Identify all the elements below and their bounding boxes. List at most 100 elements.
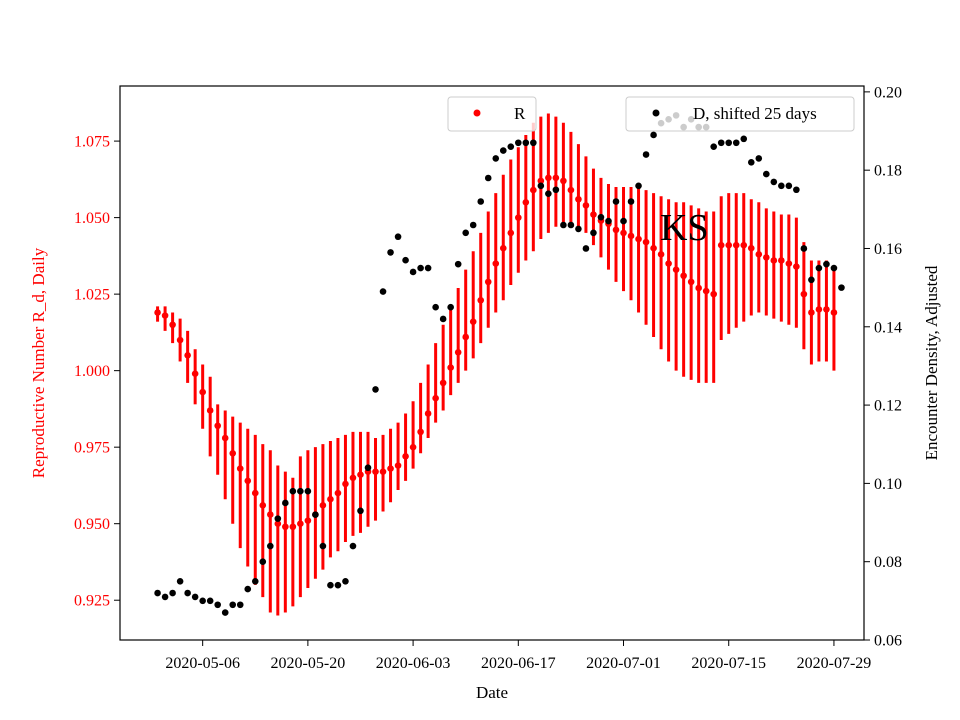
d-point bbox=[327, 581, 334, 589]
y-left-tick-label: 0.950 bbox=[74, 516, 110, 533]
r-point bbox=[154, 309, 161, 316]
r-point bbox=[304, 517, 312, 524]
d-point bbox=[590, 229, 597, 237]
r-point bbox=[582, 202, 590, 209]
r-point bbox=[297, 520, 304, 527]
r-point bbox=[379, 468, 387, 475]
r-point bbox=[793, 263, 800, 270]
d-point bbox=[357, 507, 364, 515]
r-point bbox=[319, 502, 327, 509]
d-point bbox=[747, 159, 755, 166]
r-point bbox=[755, 251, 763, 258]
d-point bbox=[605, 217, 612, 225]
r-point bbox=[695, 284, 702, 292]
r-point bbox=[176, 336, 184, 344]
d-point bbox=[282, 499, 289, 507]
y-right-tick-label: 0.20 bbox=[874, 84, 902, 101]
r-point bbox=[477, 296, 485, 304]
d-point bbox=[364, 464, 372, 472]
d-point bbox=[259, 558, 267, 565]
y-left-tick-label: 1.050 bbox=[74, 210, 110, 227]
x-axis-label: Date bbox=[476, 683, 508, 702]
r-point bbox=[567, 186, 575, 194]
r-point bbox=[282, 523, 289, 531]
plot-area bbox=[154, 112, 845, 616]
r-point bbox=[732, 241, 740, 249]
r-point bbox=[229, 449, 237, 457]
d-point bbox=[417, 264, 424, 272]
y-left-tick-label: 0.975 bbox=[74, 440, 110, 457]
r-point bbox=[747, 244, 755, 252]
d-point bbox=[349, 542, 357, 550]
d-point bbox=[537, 182, 545, 190]
r-point bbox=[184, 352, 191, 359]
r-point bbox=[612, 226, 620, 234]
r-point bbox=[552, 174, 560, 182]
d-point bbox=[545, 190, 552, 197]
d-point bbox=[379, 288, 387, 295]
r-point bbox=[770, 257, 778, 264]
legend-r: R bbox=[447, 96, 537, 132]
x-tick-label: 2020-06-17 bbox=[481, 655, 556, 672]
r-point bbox=[447, 364, 454, 371]
d-point bbox=[199, 597, 206, 605]
r-point bbox=[687, 278, 695, 286]
r-point bbox=[206, 407, 214, 414]
legend-d-label: D, shifted 25 days bbox=[693, 104, 817, 123]
d-point bbox=[289, 487, 297, 495]
r-point bbox=[424, 410, 432, 417]
d-point bbox=[154, 589, 161, 597]
r-point bbox=[590, 211, 597, 218]
r-point bbox=[161, 312, 169, 319]
legend-r-label: R bbox=[514, 104, 526, 123]
r-point bbox=[462, 333, 469, 341]
d-point bbox=[469, 221, 477, 229]
r-point bbox=[274, 520, 282, 527]
d-point bbox=[304, 487, 312, 495]
r-point bbox=[357, 471, 364, 479]
r-point bbox=[642, 238, 650, 246]
legend-d-marker bbox=[652, 109, 660, 117]
d-point bbox=[740, 135, 748, 143]
d-point bbox=[372, 386, 379, 393]
d-point bbox=[515, 139, 522, 147]
r-point bbox=[507, 229, 515, 237]
d-point bbox=[552, 186, 560, 194]
d-point bbox=[815, 264, 823, 272]
d-point bbox=[462, 229, 469, 237]
r-point bbox=[499, 244, 507, 252]
d-point bbox=[342, 577, 349, 585]
d-point bbox=[169, 589, 176, 597]
legend-d-box bbox=[625, 96, 855, 132]
r-point bbox=[823, 306, 830, 313]
d-point bbox=[785, 182, 793, 190]
r-point bbox=[417, 428, 424, 436]
d-point bbox=[447, 303, 454, 311]
d-point bbox=[297, 487, 304, 495]
r-point bbox=[785, 260, 793, 267]
d-point bbox=[567, 221, 575, 229]
legend-r-box bbox=[447, 96, 537, 132]
y-left-tick-label: 0.925 bbox=[74, 593, 110, 610]
x-axis: 2020-05-06 2020-05-20 2020-06-03 2020-06-17… bbox=[165, 640, 871, 672]
legend-d: D, shifted 25 days bbox=[625, 96, 855, 132]
d-point bbox=[627, 198, 635, 205]
d-point bbox=[635, 182, 642, 190]
d-point bbox=[176, 577, 184, 585]
d-point bbox=[530, 139, 537, 147]
r-point bbox=[492, 260, 500, 267]
r-point bbox=[244, 477, 252, 485]
r-point bbox=[650, 244, 657, 252]
x-tick-label: 2020-05-20 bbox=[271, 655, 346, 672]
x-tick-label: 2020-05-06 bbox=[165, 655, 240, 672]
d-point bbox=[484, 174, 492, 182]
r-point bbox=[710, 290, 717, 298]
d-point bbox=[191, 593, 199, 601]
d-point bbox=[334, 581, 342, 589]
x-tick-label: 2020-06-03 bbox=[376, 655, 451, 672]
d-point bbox=[650, 131, 657, 139]
d-point bbox=[582, 245, 590, 252]
y-right-tick-label: 0.14 bbox=[874, 319, 902, 336]
d-point bbox=[477, 198, 485, 205]
d-point bbox=[612, 198, 620, 205]
